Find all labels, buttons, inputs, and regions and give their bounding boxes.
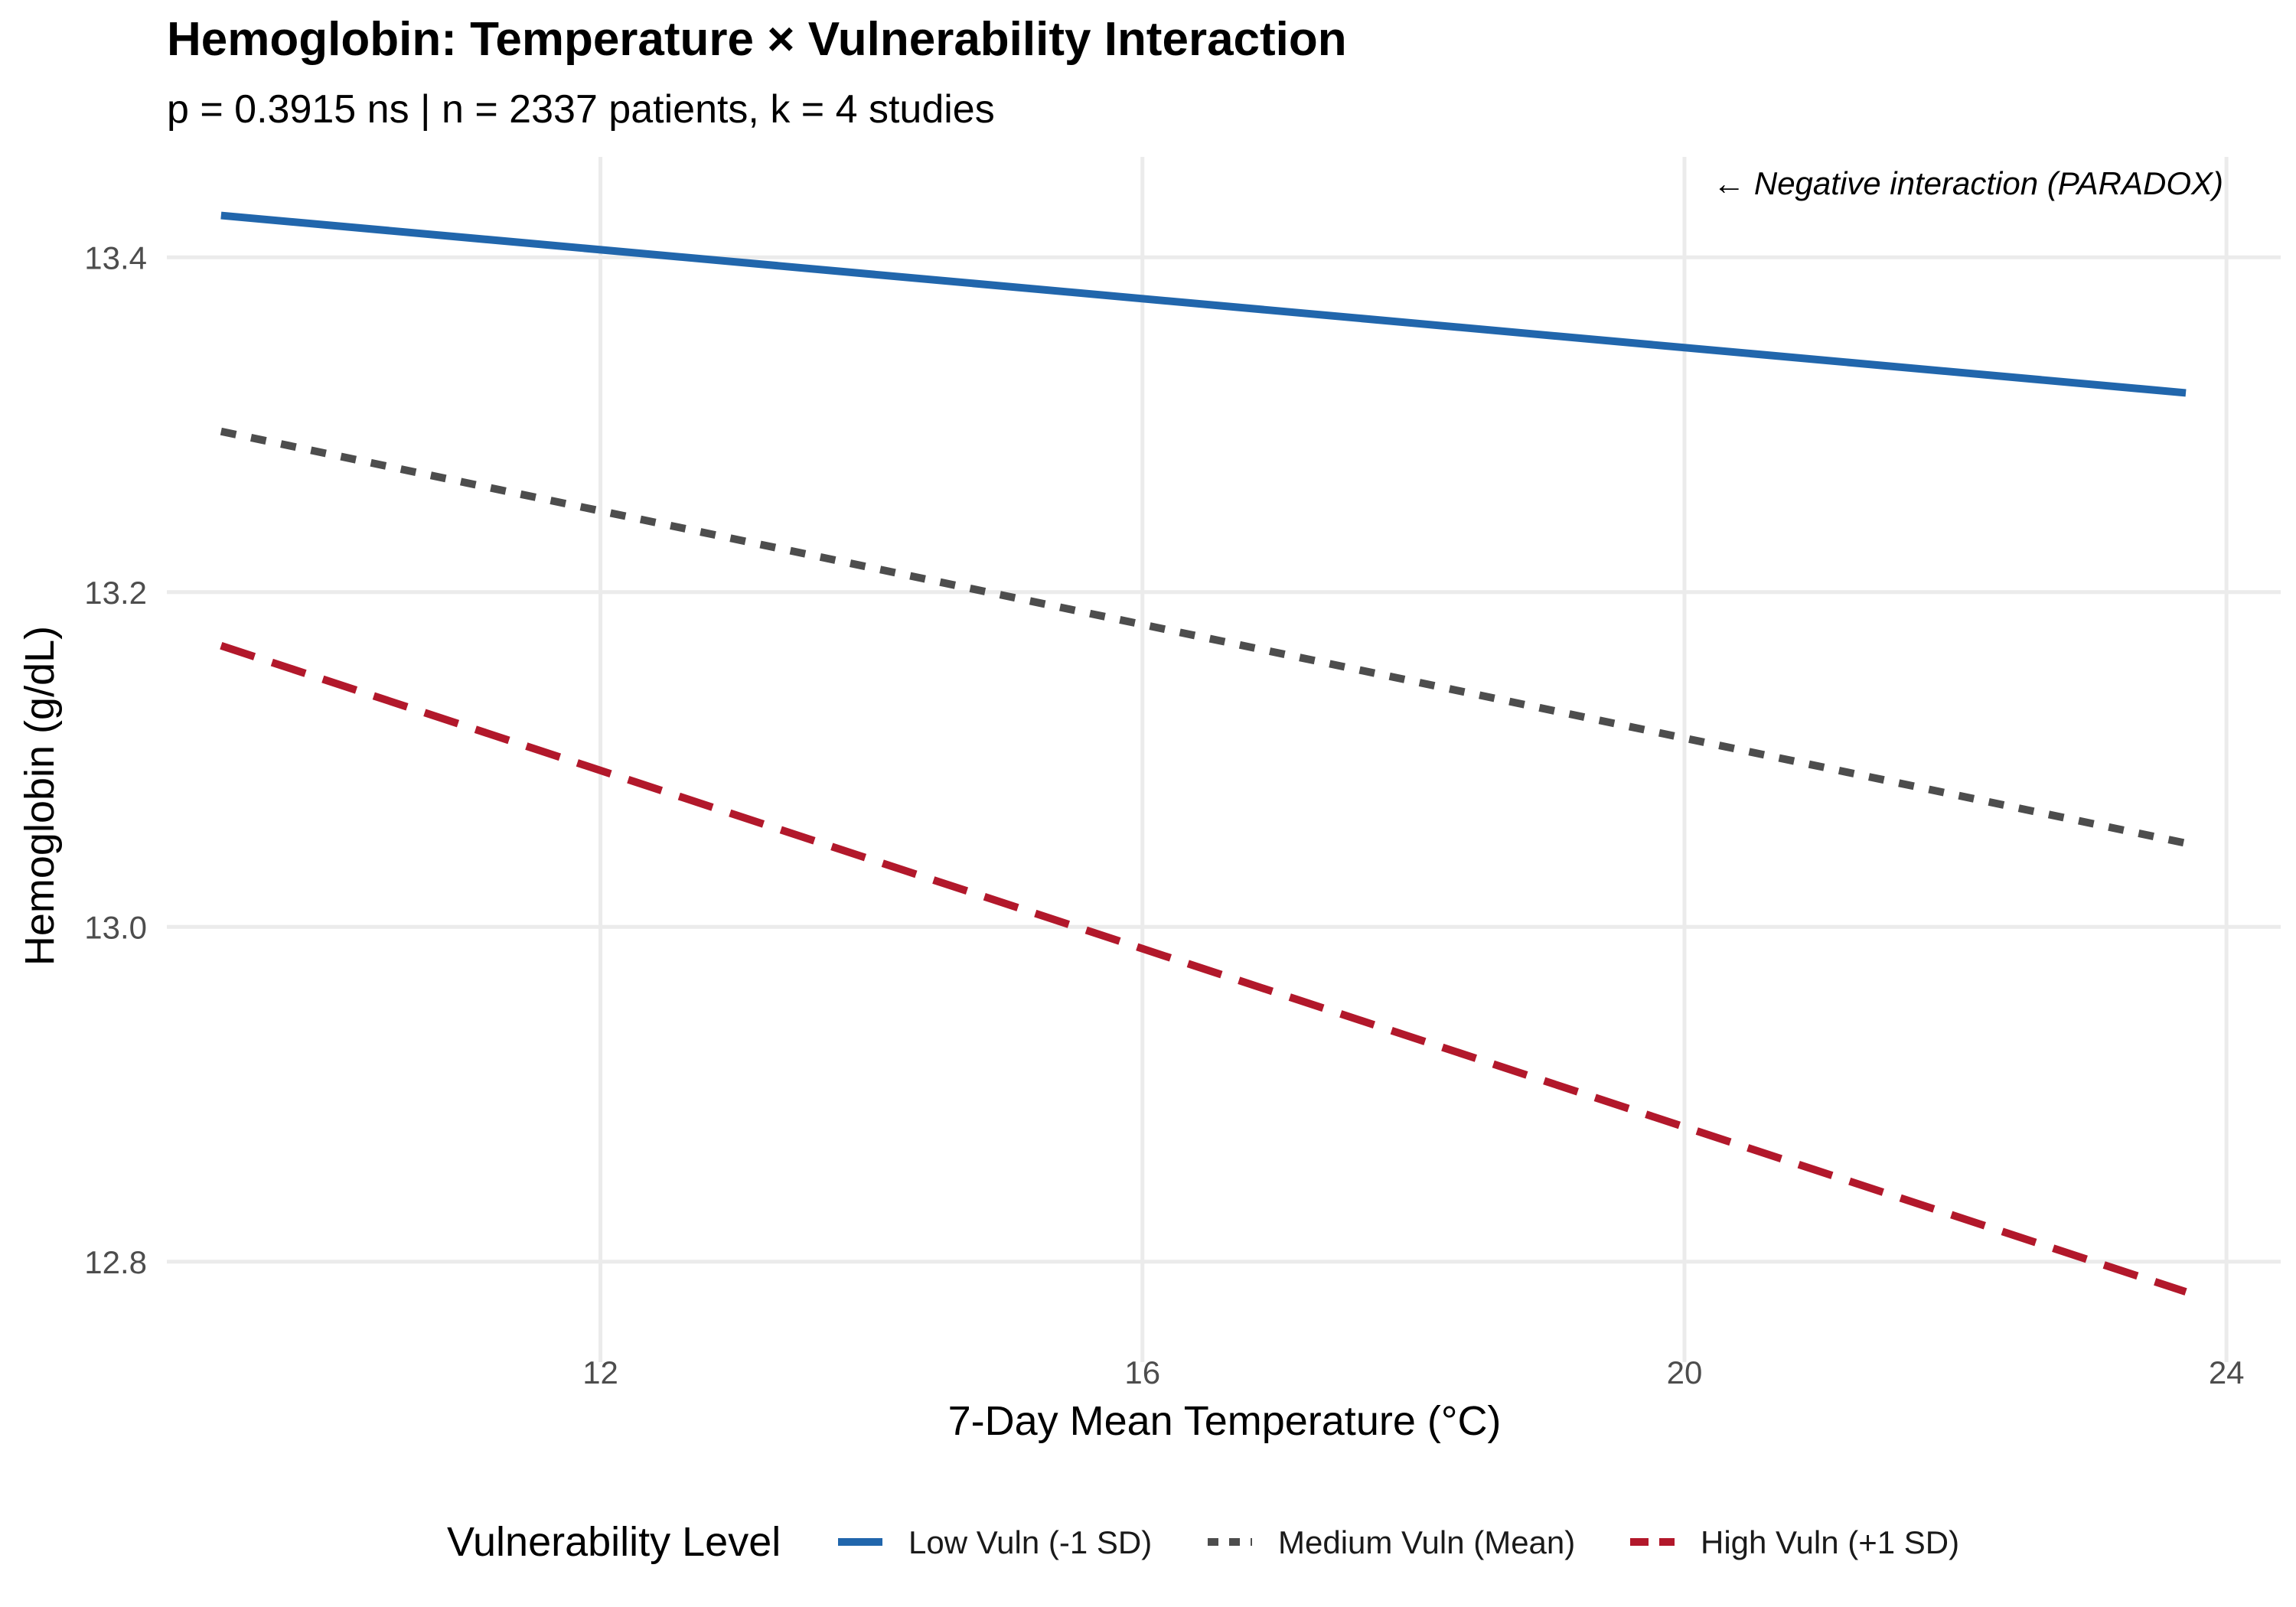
legend-label-3: High Vuln (+1 SD): [1701, 1524, 1959, 1560]
y-tick-label: 13.2: [84, 575, 147, 611]
legend-title: Vulnerability Level: [447, 1519, 781, 1565]
series-line-2: [220, 427, 2187, 847]
paradox-annotation: ← Negative interaction (PARADOX): [1713, 165, 2223, 201]
legend: Vulnerability Level Low Vuln (-1 SD) Medi…: [447, 1519, 1959, 1565]
x-tick-labels: 12 16 20 24: [582, 1354, 2244, 1390]
x-tick-label: 20: [1667, 1354, 1703, 1390]
series-line-1: [220, 211, 2187, 397]
legend-label-2: Medium Vuln (Mean): [1278, 1524, 1575, 1560]
x-tick-label: 24: [2209, 1354, 2245, 1390]
x-axis-label: 7-Day Mean Temperature (°C): [948, 1398, 1502, 1444]
y-tick-label: 13.0: [84, 909, 147, 945]
y-tick-label: 12.8: [84, 1244, 147, 1280]
grid-lines: [167, 157, 2281, 1362]
y-axis-label: Hemoglobin (g/dL): [17, 626, 63, 966]
chart-title: Hemoglobin: Temperature × Vulnerability …: [167, 13, 1347, 66]
series-lines: [220, 211, 2187, 1296]
x-tick-label: 16: [1124, 1354, 1160, 1390]
y-tick-labels: 12.8 13.0 13.2 13.4: [84, 240, 147, 1280]
y-tick-label: 13.4: [84, 240, 147, 275]
legend-items: Low Vuln (-1 SD) Medium Vuln (Mean) High V…: [838, 1524, 1959, 1560]
x-tick-label: 12: [582, 1354, 618, 1390]
series-line-3: [220, 642, 2187, 1296]
chart-subtitle: p = 0.3915 ns | n = 2337 patients, k = 4…: [167, 87, 995, 132]
legend-label-1: Low Vuln (-1 SD): [908, 1524, 1152, 1560]
